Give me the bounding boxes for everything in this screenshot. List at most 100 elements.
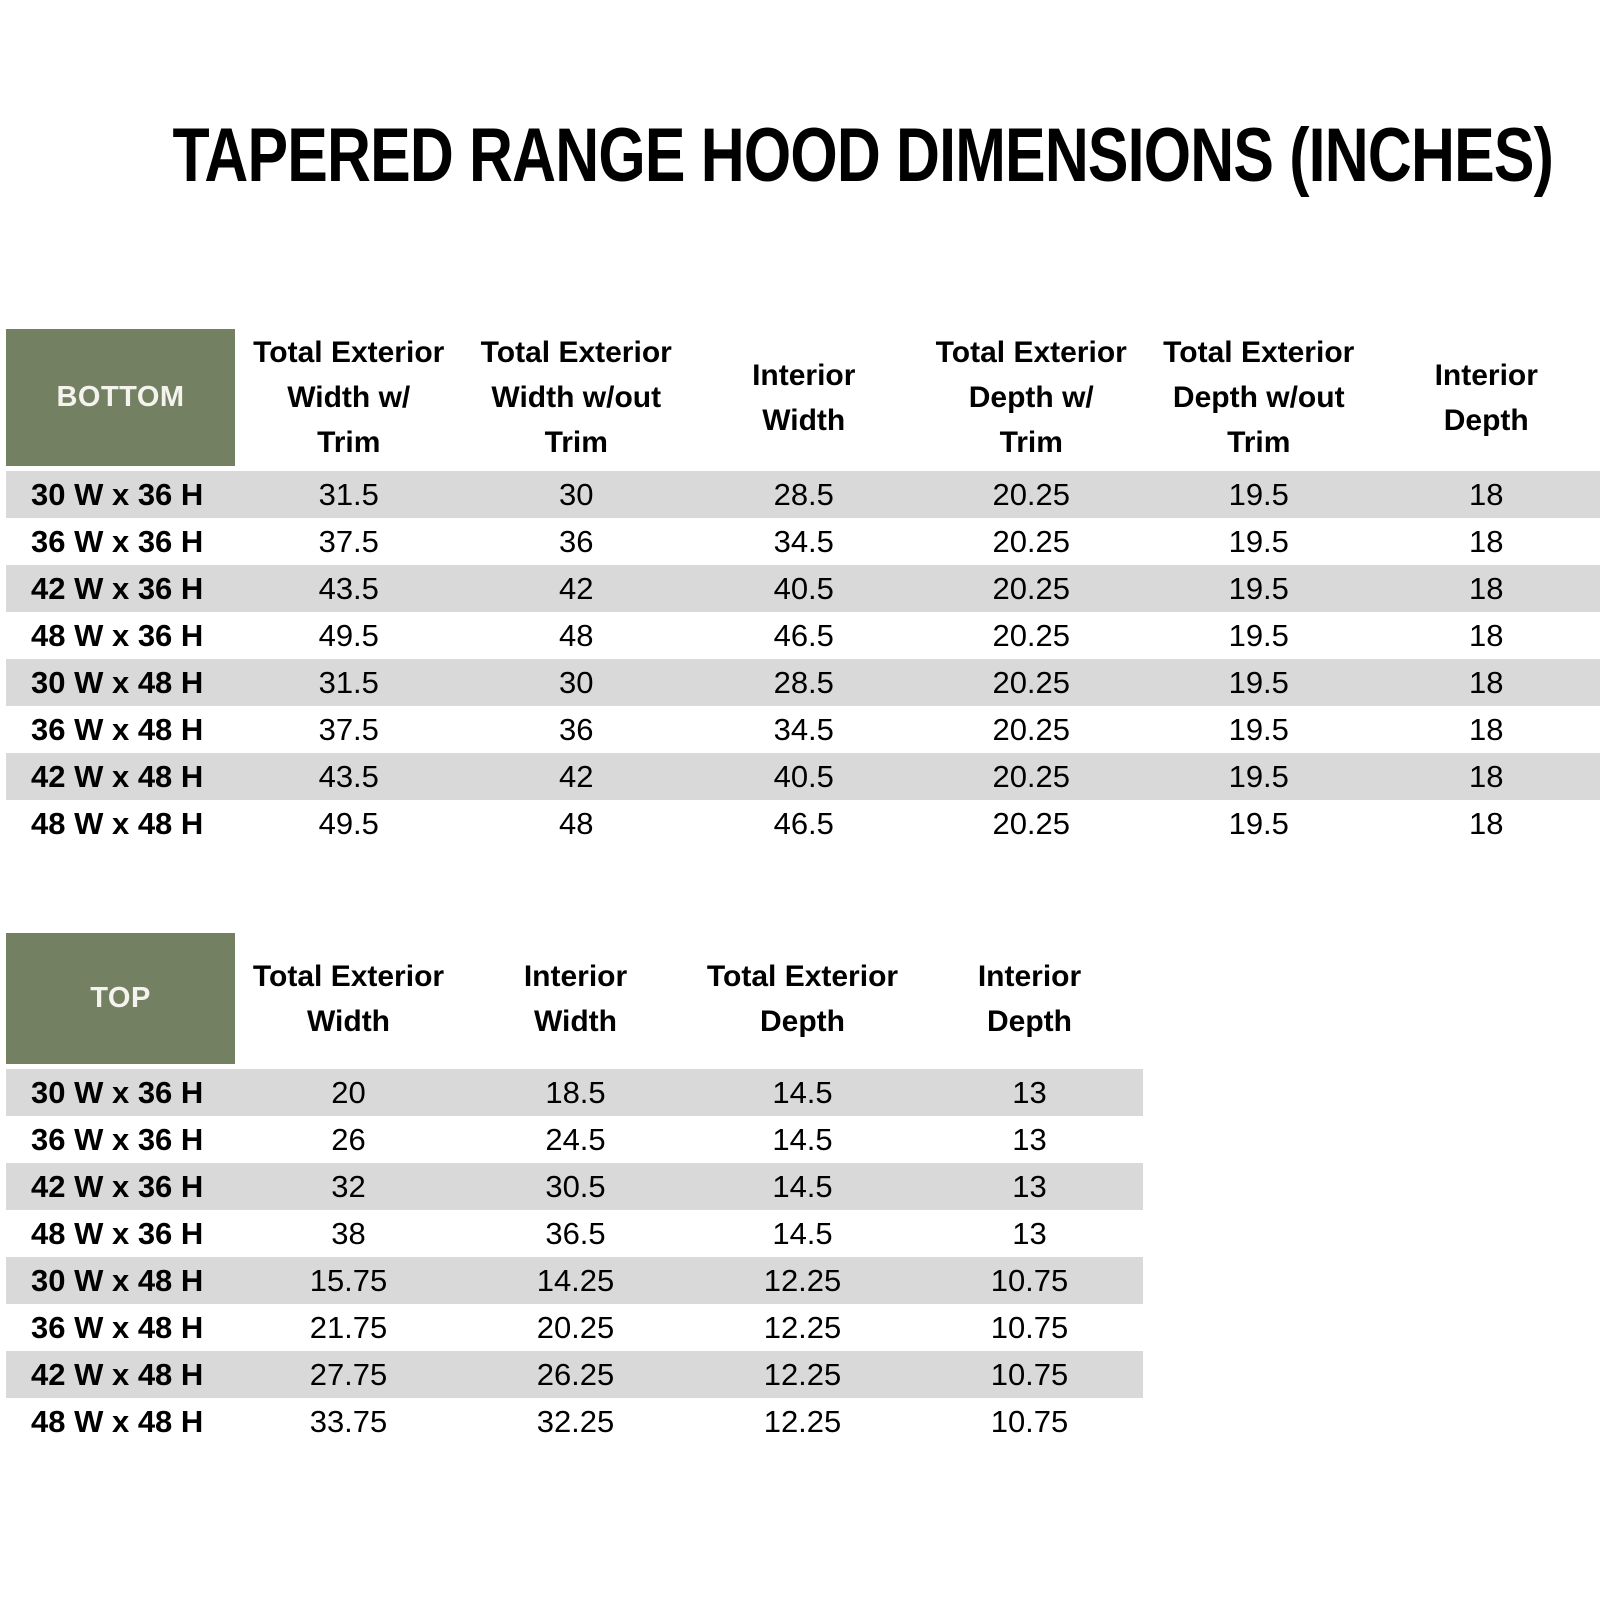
cell: 12.25 <box>763 1309 842 1345</box>
table-row: 42 W x 48 H 27.75 26.25 12.25 10.75 <box>6 1351 1143 1398</box>
table-row: 48 W x 48 H 49.5 48 46.5 20.25 19.5 18 <box>6 800 1600 847</box>
cell: 24.5 <box>545 1121 606 1157</box>
table-row: 30 W x 48 H 31.5 30 28.5 20.25 19.5 18 <box>6 659 1600 706</box>
table-row: 48 W x 36 H 38 36.5 14.5 13 <box>6 1210 1143 1257</box>
cell: 20.25 <box>992 711 1071 747</box>
page-title: TAPERED RANGE HOOD DIMENSIONS (INCHES) <box>172 113 1554 198</box>
bottom-table-header-row: BOTTOM Total Exterior Width w/ Trim Tota… <box>0 329 1600 466</box>
column-header-interior-depth: Interior Depth <box>1434 358 1538 437</box>
cell: 18 <box>1469 711 1504 747</box>
cell: 20.25 <box>992 476 1071 512</box>
table-row: 36 W x 36 H 37.5 36 34.5 20.25 19.5 18 <box>6 518 1600 565</box>
row-label: 48 W x 36 H <box>31 1215 204 1251</box>
table-row: 36 W x 36 H 26 24.5 14.5 13 <box>6 1116 1143 1163</box>
row-label: 30 W x 36 H <box>31 1074 204 1110</box>
top-table-header-row: TOP Total Exterior Width Interior Width … <box>0 933 1143 1064</box>
cell: 19.5 <box>1228 805 1289 841</box>
cell: 32 <box>331 1168 366 1204</box>
cell: 19.5 <box>1228 570 1289 606</box>
cell: 14.5 <box>772 1215 833 1251</box>
cell: 34.5 <box>773 711 834 747</box>
column-header-interior-width: Interior Width <box>523 959 628 1038</box>
bottom-table-corner-cell: BOTTOM <box>6 329 235 466</box>
row-label: 36 W x 48 H <box>31 711 204 747</box>
cell: 31.5 <box>318 476 379 512</box>
cell: 33.75 <box>309 1403 388 1439</box>
cell: 18 <box>1469 664 1504 700</box>
cell: 32.25 <box>536 1403 615 1439</box>
cell: 43.5 <box>318 758 379 794</box>
cell: 12.25 <box>763 1403 842 1439</box>
cell: 18.5 <box>545 1074 606 1110</box>
cell: 10.75 <box>990 1403 1069 1439</box>
cell: 13 <box>1012 1121 1047 1157</box>
cell: 40.5 <box>773 758 834 794</box>
cell: 21.75 <box>309 1309 388 1345</box>
cell: 43.5 <box>318 570 379 606</box>
cell: 14.25 <box>536 1262 615 1298</box>
column-header-interior-depth: Interior Depth <box>977 959 1082 1038</box>
cell: 18 <box>1469 617 1504 653</box>
cell: 37.5 <box>318 523 379 559</box>
row-label: 36 W x 36 H <box>31 1121 204 1157</box>
table-row: 36 W x 48 H 37.5 36 34.5 20.25 19.5 18 <box>6 706 1600 753</box>
row-label: 42 W x 36 H <box>31 570 204 606</box>
cell: 46.5 <box>773 617 834 653</box>
row-label: 42 W x 48 H <box>31 1356 204 1392</box>
cell: 19.5 <box>1228 664 1289 700</box>
cell: 36.5 <box>545 1215 606 1251</box>
cell: 26 <box>331 1121 366 1157</box>
cell: 20.25 <box>992 523 1071 559</box>
bottom-dimensions-table: BOTTOM Total Exterior Width w/ Trim Tota… <box>0 329 1600 847</box>
row-label: 48 W x 48 H <box>31 1403 204 1439</box>
cell: 37.5 <box>318 711 379 747</box>
column-header-total-exterior-depth-wout-trim: Total Exterior Depth w/out Trim <box>1163 336 1355 459</box>
row-label: 36 W x 36 H <box>31 523 204 559</box>
cell: 19.5 <box>1228 758 1289 794</box>
cell: 30 <box>559 664 594 700</box>
table-row: 48 W x 48 H 33.75 32.25 12.25 10.75 <box>6 1398 1143 1445</box>
cell: 12.25 <box>763 1262 842 1298</box>
page-title-wrap: TAPERED RANGE HOOD DIMENSIONS (INCHES) <box>0 112 1600 199</box>
table-row: 36 W x 48 H 21.75 20.25 12.25 10.75 <box>6 1304 1143 1351</box>
cell: 36 <box>559 711 594 747</box>
cell: 18 <box>1469 758 1504 794</box>
cell: 30.5 <box>545 1168 606 1204</box>
cell: 26.25 <box>536 1356 615 1392</box>
table-row: 48 W x 36 H 49.5 48 46.5 20.25 19.5 18 <box>6 612 1600 659</box>
cell: 49.5 <box>318 617 379 653</box>
cell: 13 <box>1012 1215 1047 1251</box>
cell: 20.25 <box>992 570 1071 606</box>
cell: 14.5 <box>772 1121 833 1157</box>
cell: 19.5 <box>1228 711 1289 747</box>
row-label: 30 W x 36 H <box>31 476 204 512</box>
row-label: 48 W x 36 H <box>31 617 204 653</box>
cell: 20.25 <box>992 664 1071 700</box>
cell: 19.5 <box>1228 523 1289 559</box>
cell: 14.5 <box>772 1168 833 1204</box>
cell: 48 <box>559 805 594 841</box>
table-row: 30 W x 36 H 20 18.5 14.5 13 <box>6 1069 1143 1116</box>
column-header-interior-width: Interior Width <box>752 358 856 437</box>
cell: 10.75 <box>990 1262 1069 1298</box>
cell: 42 <box>559 570 594 606</box>
row-label: 42 W x 36 H <box>31 1168 204 1204</box>
cell: 20.25 <box>536 1309 615 1345</box>
cell: 49.5 <box>318 805 379 841</box>
cell: 10.75 <box>990 1356 1069 1392</box>
cell: 15.75 <box>309 1262 388 1298</box>
cell: 10.75 <box>990 1309 1069 1345</box>
cell: 28.5 <box>773 664 834 700</box>
cell: 18 <box>1469 570 1504 606</box>
cell: 20.25 <box>992 617 1071 653</box>
cell: 48 <box>559 617 594 653</box>
cell: 14.5 <box>772 1074 833 1110</box>
column-header-total-exterior-width-w-trim: Total Exterior Width w/ Trim <box>253 336 445 459</box>
cell: 13 <box>1012 1074 1047 1110</box>
cell: 18 <box>1469 805 1504 841</box>
row-label: 48 W x 48 H <box>31 805 204 841</box>
row-label: 36 W x 48 H <box>31 1309 204 1345</box>
cell: 40.5 <box>773 570 834 606</box>
cell: 34.5 <box>773 523 834 559</box>
table-row: 30 W x 36 H 31.5 30 28.5 20.25 19.5 18 <box>6 471 1600 518</box>
